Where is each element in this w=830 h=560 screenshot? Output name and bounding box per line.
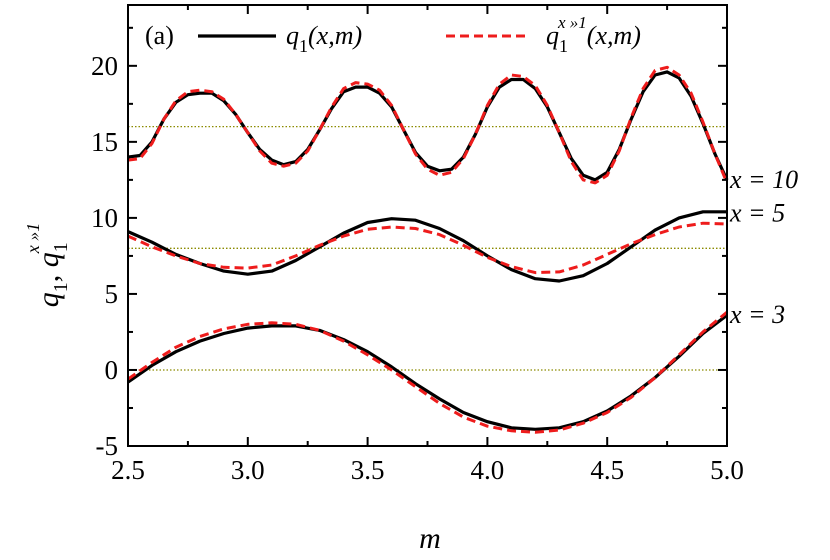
curve-label: x = 3	[729, 300, 785, 329]
y-tick-label: 10	[91, 203, 118, 233]
legend-label-asymptotic: q1x »1(x,m)	[546, 13, 641, 56]
x-tick-label: 4.0	[471, 455, 505, 485]
y-tick-label: 15	[91, 127, 118, 157]
legend-label-exact: q1(x,m)	[286, 21, 362, 56]
y-tick-label: 20	[91, 51, 118, 81]
x-tick-label: 4.5	[590, 455, 624, 485]
series-line-asymptotic	[127, 65, 729, 185]
y-tick-label: 5	[105, 279, 119, 309]
x-tick-label: 5.0	[710, 455, 744, 485]
reference-lines	[128, 126, 727, 371]
curve-labels: x = 10 x = 5 x = 3	[729, 165, 798, 329]
y-axis-title: q1, q1x »1	[23, 223, 72, 308]
x-axis-title: m	[419, 522, 441, 555]
curve-label: x = 5	[729, 198, 785, 227]
x-tick-label: 3.0	[231, 455, 265, 485]
series-line-asymptotic	[127, 221, 728, 275]
legend: q1(x,m) q1x »1(x,m)	[198, 13, 641, 56]
series-line-asymptotic	[127, 311, 728, 434]
y-axis-title-text: q1, q1x »1	[23, 223, 72, 308]
axis-ticks: 2.5 3.0 3.5 4.0 4.5 5.0 -5 0 5 10 15 20	[91, 5, 744, 485]
y-tick-label: 0	[105, 355, 119, 385]
panel-label: (a)	[145, 21, 174, 50]
series-line-exact	[127, 70, 729, 182]
curve-label: x = 10	[729, 165, 798, 194]
curves	[127, 65, 729, 434]
x-tick-label: 3.5	[351, 455, 385, 485]
series-line-exact	[127, 210, 727, 283]
x-tick-label: 2.5	[111, 455, 145, 485]
y-tick-label: -5	[96, 431, 119, 461]
